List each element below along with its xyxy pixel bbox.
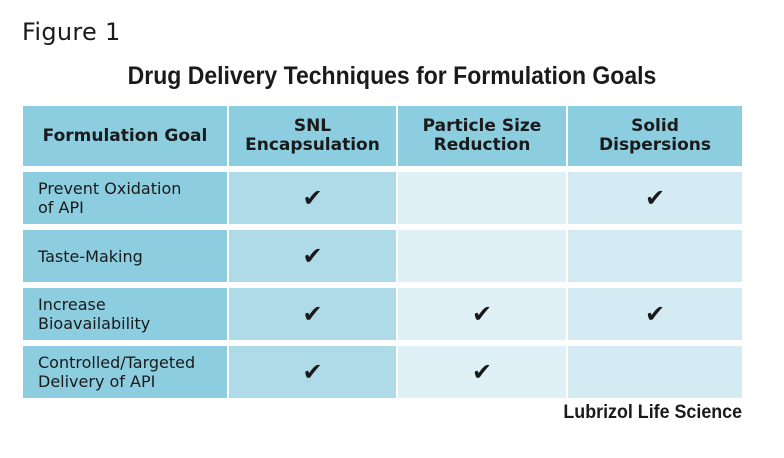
check-mark: ✔	[229, 346, 396, 398]
header-text: Particle Size	[422, 116, 542, 136]
goal-text: Bioavailability	[38, 314, 151, 333]
empty-cell	[568, 230, 742, 282]
check-mark: ✔	[229, 230, 396, 282]
goal-text: Delivery of API	[38, 372, 156, 391]
goal-text: Increase	[38, 295, 106, 314]
header-text: Formulation Goal	[42, 125, 208, 146]
empty-cell	[398, 230, 566, 282]
header-snl-encapsulation: SNL Encapsulation	[229, 106, 396, 166]
header-formulation-goal: Formulation Goal	[23, 106, 227, 166]
check-mark: ✔	[568, 172, 742, 224]
row-goal-taste-making: Taste-Making	[23, 230, 227, 282]
header-text: SNL	[293, 116, 332, 136]
header-text: Reduction	[433, 135, 531, 155]
check-mark: ✔	[398, 346, 566, 398]
header-text: Encapsulation	[245, 135, 380, 155]
check-mark: ✔	[398, 288, 566, 340]
check-mark: ✔	[229, 288, 396, 340]
header-text: Dispersions	[599, 135, 711, 155]
empty-cell	[398, 172, 566, 224]
goal-text: Controlled/Targeted	[38, 353, 196, 372]
header-particle-size-reduction: Particle Size Reduction	[398, 106, 566, 166]
technique-table: Formulation Goal SNL Encapsulation Parti…	[23, 106, 742, 398]
empty-cell	[568, 346, 742, 398]
table-title: Drug Delivery Techniques for Formulation…	[127, 62, 657, 90]
check-mark: ✔	[568, 288, 742, 340]
header-solid-dispersions: Solid Dispersions	[568, 106, 742, 166]
check-mark: ✔	[229, 172, 396, 224]
row-goal-controlled-targeted-delivery: Controlled/Targeted Delivery of API	[23, 346, 227, 398]
header-text: Solid	[631, 116, 679, 136]
figure-label: Figure 1	[22, 18, 121, 46]
goal-text: Prevent Oxidation	[38, 179, 182, 198]
goal-text: of API	[38, 198, 84, 217]
goal-text: Taste-Making	[38, 246, 143, 266]
row-goal-increase-bioavailability: Increase Bioavailability	[23, 288, 227, 340]
source-credit: Lubrizol Life Science	[563, 402, 742, 423]
row-goal-prevent-oxidation: Prevent Oxidation of API	[23, 172, 227, 224]
